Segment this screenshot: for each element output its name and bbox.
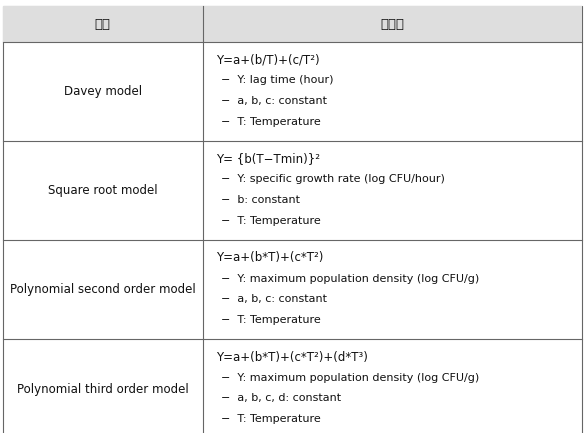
Text: −  Y: specific growth rate (log CFU/hour): − Y: specific growth rate (log CFU/hour): [222, 174, 445, 184]
Text: Polynomial third order model: Polynomial third order model: [17, 382, 189, 396]
Text: −  T: Temperature: − T: Temperature: [222, 315, 321, 325]
Text: −  a, b, c: constant: − a, b, c: constant: [222, 294, 328, 304]
Text: 계산식: 계산식: [380, 18, 404, 31]
Text: Y=a+(b*T)+(c*T²)+(d*T³): Y=a+(b*T)+(c*T²)+(d*T³): [216, 351, 367, 364]
Text: −  b: constant: − b: constant: [222, 195, 301, 205]
Bar: [3, 6, 582, 42]
Text: Y=a+(b*T)+(c*T²): Y=a+(b*T)+(c*T²): [216, 252, 323, 265]
Text: −  a, b, c: constant: − a, b, c: constant: [222, 96, 328, 106]
Text: −  a, b, c, d: constant: − a, b, c, d: constant: [222, 393, 342, 404]
Text: −  T: Temperature: − T: Temperature: [222, 116, 321, 126]
Text: Square root model: Square root model: [48, 184, 157, 197]
Text: Y= {b(T−Tmin)}²: Y= {b(T−Tmin)}²: [216, 152, 319, 165]
Text: −  Y: maximum population density (log CFU/g): − Y: maximum population density (log CFU…: [222, 274, 480, 284]
Text: −  Y: lag time (hour): − Y: lag time (hour): [222, 75, 334, 85]
Text: Polynomial second order model: Polynomial second order model: [10, 283, 196, 297]
Text: −  T: Temperature: − T: Temperature: [222, 414, 321, 424]
Text: Davey model: Davey model: [64, 85, 142, 98]
Text: Y=a+(b/T)+(c/T²): Y=a+(b/T)+(c/T²): [216, 53, 319, 66]
Text: 분류: 분류: [95, 18, 111, 31]
Text: −  Y: maximum population density (log CFU/g): − Y: maximum population density (log CFU…: [222, 373, 480, 383]
Text: −  T: Temperature: − T: Temperature: [222, 216, 321, 226]
